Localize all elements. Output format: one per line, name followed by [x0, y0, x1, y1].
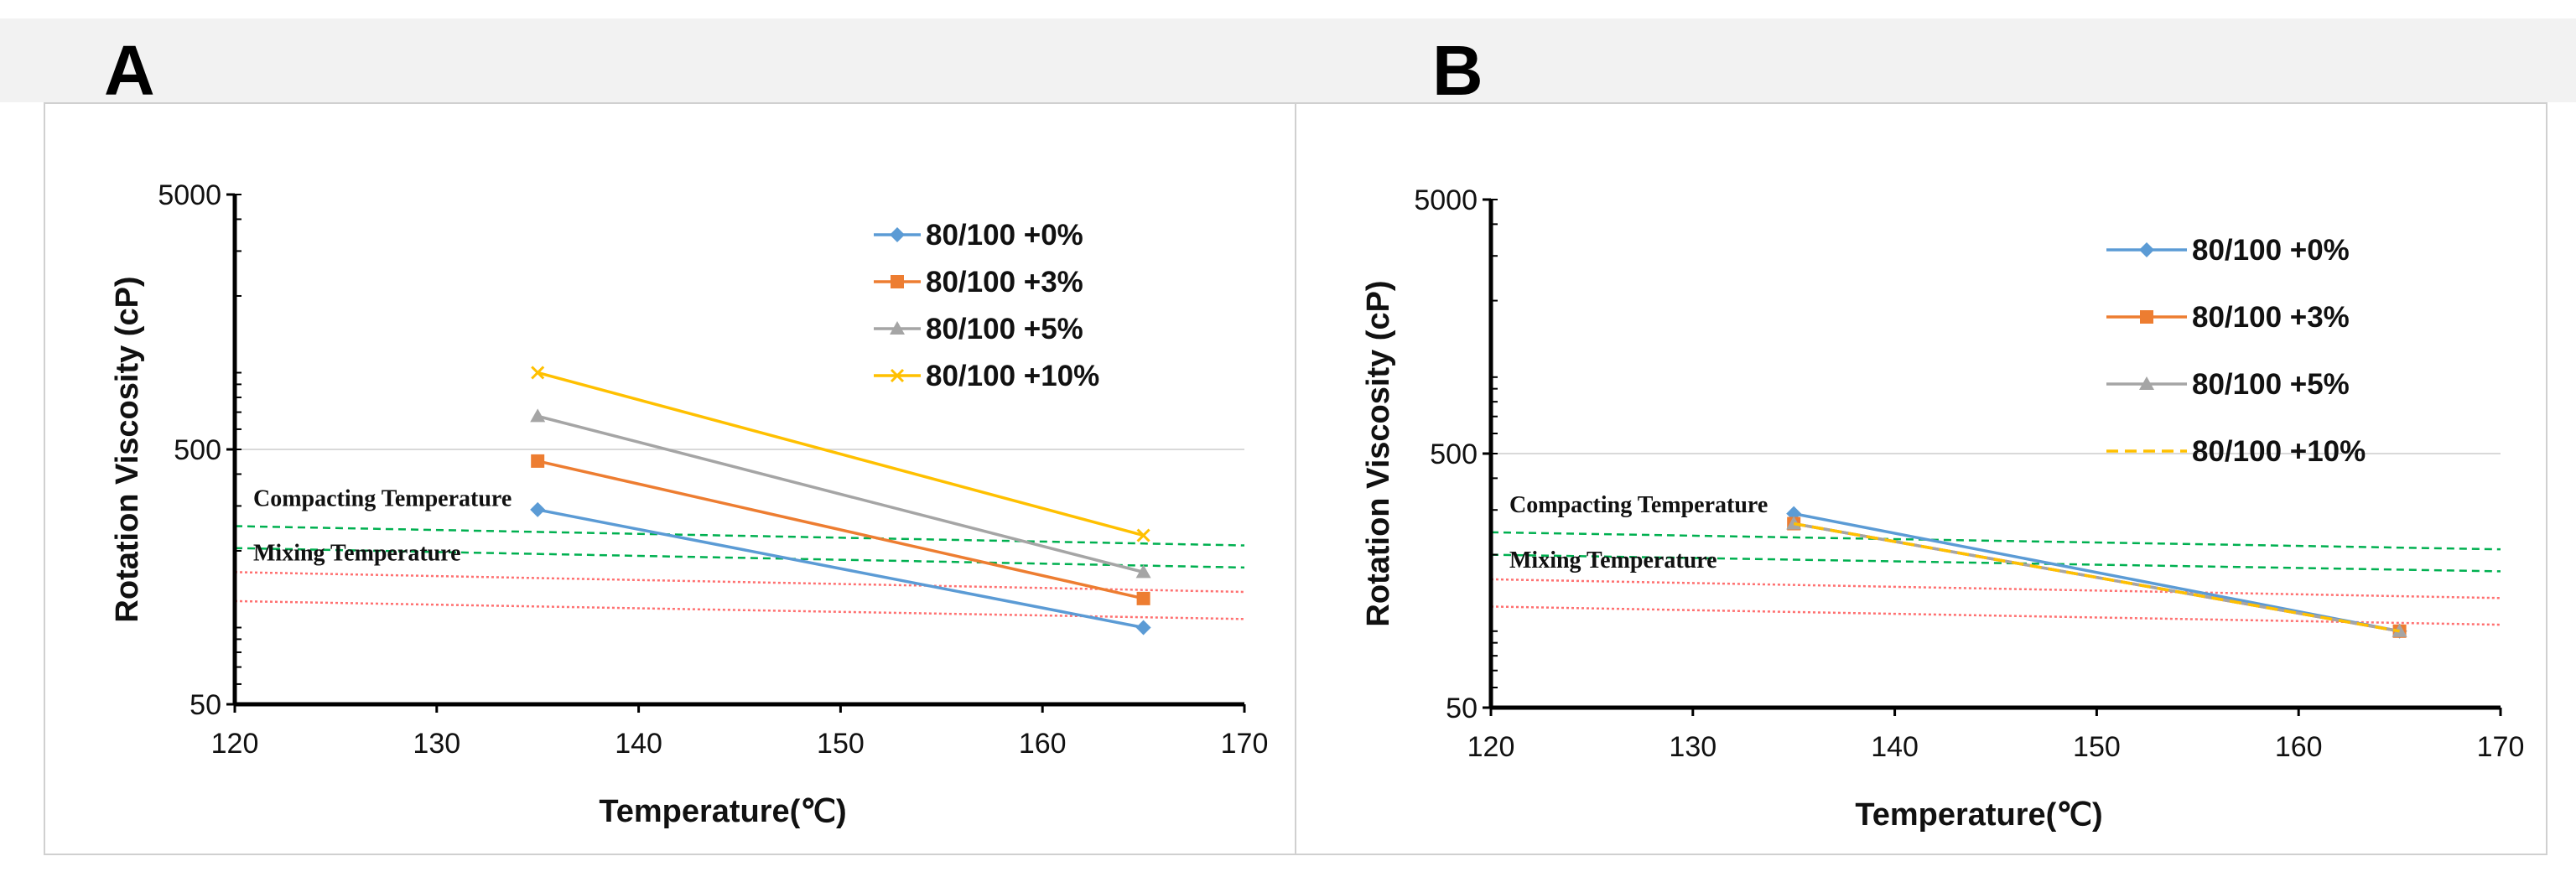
legend-marker-3: [890, 368, 905, 383]
series-line-3: [537, 371, 1145, 537]
y-tick-label: 500: [1430, 438, 1478, 470]
panel-frame-a: [44, 102, 1296, 855]
legend-marker-2: [2139, 376, 2154, 390]
legend-label-0: 80/100 +0%: [926, 219, 1083, 252]
reference-line-mixing: [1490, 605, 2501, 626]
y-axis-title: Rotation Viscosity (cP): [1361, 280, 1396, 626]
y-tick-label: 500: [174, 434, 221, 466]
legend-label-3: 80/100 +10%: [2192, 435, 2366, 468]
legend-label-1: 80/100 +3%: [926, 266, 1083, 298]
y-tick-label: 50: [190, 689, 221, 721]
legend-marker-1: [2140, 310, 2153, 324]
legend-marker-0: [2139, 242, 2154, 257]
data-point-3-0: [531, 366, 545, 380]
data-point-2-0: [1786, 516, 1802, 530]
reference-line-mixing: [1490, 578, 2501, 599]
panel-frame-b: [1295, 102, 2547, 855]
legend-marker-3-stroke: [890, 368, 905, 383]
x-tick-label: 160: [1019, 728, 1067, 760]
reference-line-mixing: [234, 599, 1245, 620]
legend-marker-0: [890, 227, 905, 242]
data-point-3-1: [1136, 528, 1150, 542]
reference-label-mixing: Mixing Temperature: [253, 540, 461, 566]
x-tick-label: 160: [2275, 731, 2323, 763]
x-tick-label: 120: [1467, 731, 1515, 763]
x-tick-label: 150: [2073, 731, 2121, 763]
legend-label-1: 80/100 +3%: [2192, 301, 2350, 334]
chart-b: Compacting Temperature Mixing Temperature…: [1361, 184, 2525, 833]
series-line-2: [537, 414, 1145, 574]
series-line-3: [1793, 522, 2400, 633]
legend-label-0: 80/100 +0%: [2192, 234, 2350, 267]
x-tick-label: 140: [1871, 731, 1919, 763]
series-line-0: [1793, 511, 2400, 633]
data-point-1-0: [531, 454, 545, 468]
data-point-0-1: [1135, 620, 1151, 636]
reference-line-compacting: [234, 547, 1245, 569]
data-point-3-1-stroke: [1136, 528, 1150, 542]
reference-label-compacting: Compacting Temperature: [253, 486, 512, 512]
series-line-0: [537, 508, 1144, 630]
reference-line-mixing: [234, 571, 1245, 594]
y-tick-label: 5000: [1414, 184, 1478, 216]
reference-line-compacting: [1490, 531, 2501, 551]
legend-label-3: 80/100 +10%: [926, 360, 1099, 392]
chart-a: Compacting Temperature Mixing Temperature…: [110, 179, 1269, 829]
reference-label-compacting: Compacting Temperature: [1509, 492, 1768, 518]
reference-line-compacting: [1490, 553, 2501, 573]
x-tick-label: 170: [2477, 731, 2525, 763]
legend-label-2: 80/100 +5%: [926, 313, 1083, 345]
x-axis-title: Temperature(℃): [599, 794, 846, 829]
data-point-2-0: [530, 408, 546, 423]
y-axis-title: Rotation Viscosity (cP): [110, 276, 145, 622]
y-tick-label: 50: [1446, 693, 1478, 724]
reference-line-compacting: [234, 525, 1245, 547]
x-tick-label: 150: [817, 728, 865, 760]
x-tick-label: 130: [1669, 731, 1716, 763]
x-tick-label: 140: [615, 728, 662, 760]
legend-label-2: 80/100 +5%: [2192, 368, 2350, 401]
x-tick-label: 130: [413, 728, 460, 760]
legend-marker-1: [891, 275, 904, 288]
data-point-0-0: [530, 501, 546, 517]
background-band: [0, 18, 2576, 102]
legend-marker-2: [890, 321, 905, 335]
x-axis-title: Temperature(℃): [1855, 797, 2102, 833]
x-tick-label: 120: [211, 728, 259, 760]
x-tick-label: 170: [1221, 728, 1269, 760]
panel-label-a: A: [104, 31, 155, 110]
data-point-1-1: [1136, 591, 1150, 605]
data-point-2-1: [1135, 564, 1151, 579]
y-tick-label: 5000: [158, 179, 221, 211]
series-line-1: [537, 459, 1144, 600]
data-point-3-0-stroke: [531, 366, 545, 380]
panel-label-b: B: [1432, 31, 1483, 110]
reference-label-mixing: Mixing Temperature: [1509, 547, 1717, 573]
